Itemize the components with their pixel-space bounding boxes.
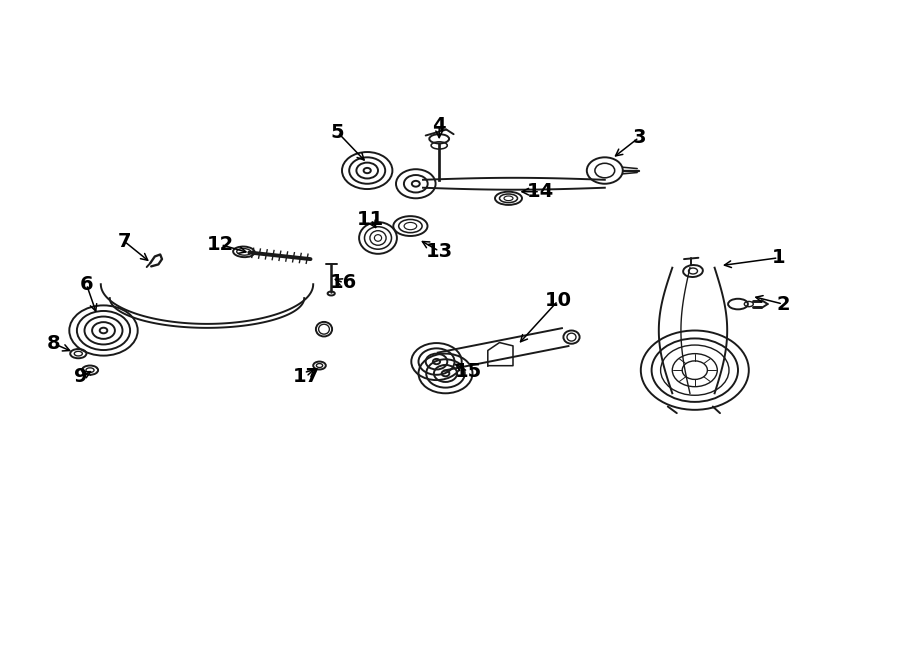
Text: 15: 15 [454,362,482,381]
Text: 16: 16 [330,274,357,292]
Text: 12: 12 [207,235,234,254]
Text: 13: 13 [426,242,453,260]
Text: 3: 3 [632,128,646,147]
Text: 7: 7 [118,232,131,251]
Text: 9: 9 [74,368,88,386]
Text: 8: 8 [47,334,61,353]
Text: 11: 11 [357,210,384,229]
Text: 6: 6 [79,275,94,293]
Text: 1: 1 [771,249,786,267]
Text: 10: 10 [544,292,572,310]
Text: 4: 4 [432,116,446,135]
Text: 2: 2 [776,295,790,313]
Text: 17: 17 [292,368,320,386]
Text: 5: 5 [330,123,345,141]
Text: 14: 14 [526,182,554,201]
